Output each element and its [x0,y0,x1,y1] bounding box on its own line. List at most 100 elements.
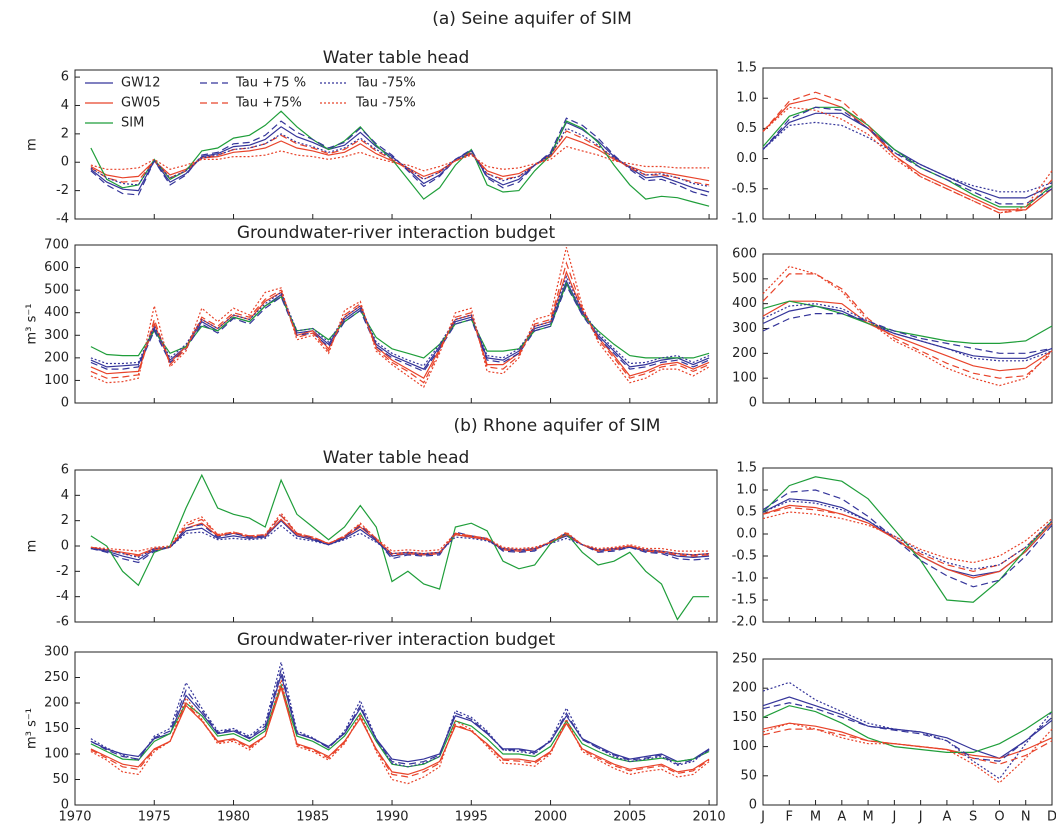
y-tick-label: 100 [732,739,757,754]
y-tick-label: 100 [732,371,757,386]
y-tick-label: 0 [61,798,69,813]
series-line [90,275,710,367]
y-tick-label: 150 [732,710,757,725]
y-tick-label: 100 [44,373,69,388]
x-tick-label: A [942,810,951,825]
section-heading: (a) Seine aquifer of SIM [432,9,632,29]
series-line [762,305,1053,359]
y-tick-label: 0 [749,396,757,411]
x-tick-label: J [760,810,765,825]
y-tick-label: 300 [44,328,69,343]
chart-title: Groundwater-river interaction budget [237,630,556,650]
series-line [762,722,1053,784]
y-tick-label: 50 [52,772,69,787]
series-line [90,145,710,172]
plot-frame [762,67,1053,220]
y-tick-label: 150 [44,721,69,736]
series-line [90,524,710,559]
series-line [762,489,1053,588]
x-tick-label: J [891,810,896,825]
series-line [762,273,1053,379]
y-axis-label: m [25,138,40,151]
y-tick-label: -4 [56,212,69,227]
legend-label: GW12 [121,76,160,91]
y-tick-label: 0.5 [736,121,757,136]
y-tick-label: 50 [740,768,757,783]
y-axis-label: m³ s⁻¹ [25,708,40,749]
series-line [90,117,710,197]
x-tick-label: 2000 [534,810,567,825]
y-tick-label: 2 [61,126,69,141]
x-tick-label: M [862,810,873,825]
chart-title: Groundwater-river interaction budget [237,223,556,243]
chart-title: Water table head [323,48,470,68]
x-tick-label: 1975 [138,810,171,825]
y-tick-label: 300 [44,645,69,660]
plot-frame [762,467,1053,623]
y-tick-label: 4 [61,488,69,503]
series-line [90,685,710,776]
y-tick-label: 0.5 [736,505,757,520]
y-tick-label: -2.0 [732,615,757,630]
series-line [762,681,1053,780]
series-line [762,702,1053,762]
y-tick-label: 200 [732,346,757,361]
series-line [762,511,1053,564]
series-line [762,106,1053,208]
y-tick-label: 4 [61,98,69,113]
series-line [90,512,710,552]
series-line [90,514,710,564]
series-line [762,112,1053,199]
y-tick-label: 200 [44,696,69,711]
plot-frame [74,244,718,404]
series-line [762,705,1053,753]
series-line [90,682,710,778]
y-tick-label: 1.5 [736,461,757,476]
series-line [762,300,1053,344]
x-tick-label: 1985 [296,810,329,825]
y-tick-label: 200 [732,681,757,696]
chart-title: Water table head [323,448,470,468]
series-line [762,504,1053,579]
y-tick-label: 2 [61,513,69,528]
series-line [90,672,710,763]
y-tick-label: 0 [749,798,757,813]
y-tick-label: 250 [732,652,757,667]
x-tick-label: O [994,810,1004,825]
y-tick-label: 300 [732,321,757,336]
y-tick-label: 250 [44,670,69,685]
legend-label: SIM [121,116,144,131]
series-line [90,284,710,373]
y-tick-label: -1.0 [732,571,757,586]
plot-frame [74,651,718,806]
series-line [762,300,1053,372]
x-tick-label: J [918,810,923,825]
series-line [90,662,710,768]
series-line [90,677,710,785]
y-tick-label: 0 [61,155,69,170]
series-line [762,121,1053,193]
y-tick-label: 0.0 [736,151,757,166]
y-tick-label: 500 [732,271,757,286]
series-line [762,303,1053,362]
series-line [762,476,1053,603]
y-tick-label: 600 [44,260,69,275]
y-tick-label: -4 [56,589,69,604]
y-tick-label: -6 [56,615,69,630]
y-tick-label: 700 [44,238,69,253]
y-tick-label: 6 [61,70,69,85]
series-line [762,722,1053,759]
legend-label: GW05 [121,96,160,111]
plot-frame [74,69,718,220]
y-tick-label: -1.0 [732,212,757,227]
y-tick-label: 1.0 [736,91,757,106]
legend-label: Tau +75% [235,96,302,111]
y-tick-label: -1.5 [732,593,757,608]
y-axis-label: m³ s⁻¹ [25,304,40,345]
series-line [762,97,1053,211]
y-tick-label: -0.5 [732,181,757,196]
x-tick-label: 1995 [455,810,488,825]
x-tick-label: F [786,810,793,825]
plot-frame [762,253,1053,404]
y-tick-label: 100 [44,747,69,762]
